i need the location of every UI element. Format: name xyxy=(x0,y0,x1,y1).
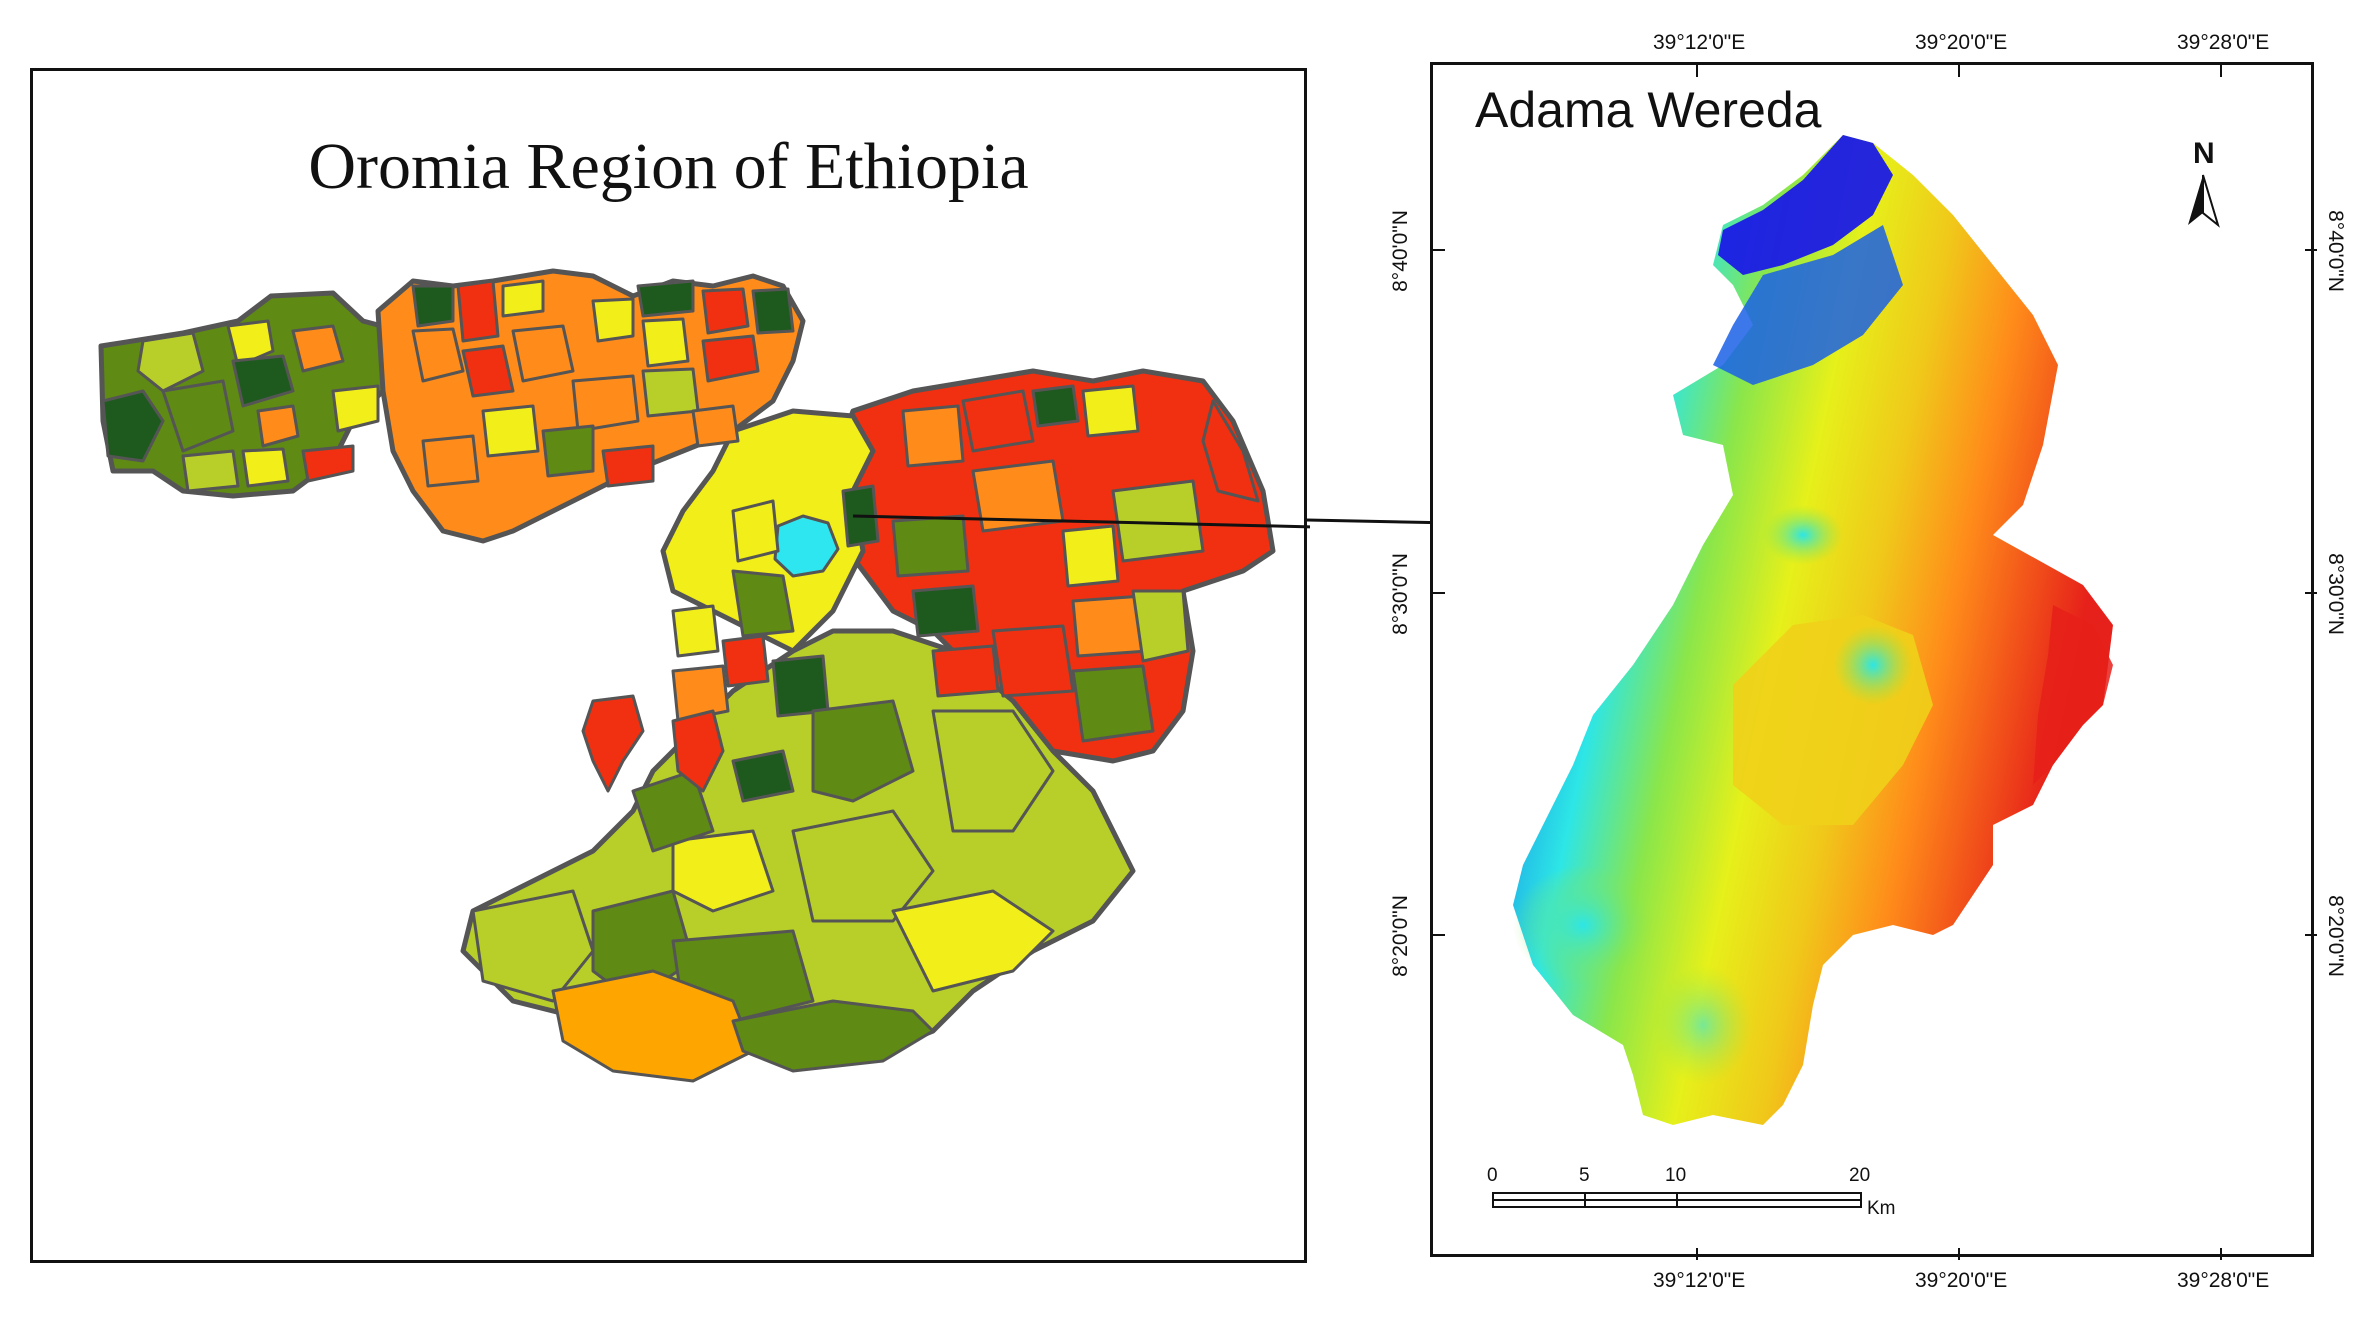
oromia-map-title: Oromia Region of Ethiopia xyxy=(308,130,1029,203)
top-tick-label-2: 39°20'0"E xyxy=(1915,31,2008,54)
scale-bar xyxy=(1492,1192,1862,1208)
bottom-tick-label-2: 39°20'0"E xyxy=(1915,1269,2008,1292)
pointer-arrow-line xyxy=(852,514,1310,529)
left-tick-label-1: 8°40'0"N xyxy=(1389,210,1412,292)
adama-elevation-map xyxy=(1433,65,2317,1260)
oromia-districts-map xyxy=(98,268,1310,1083)
top-tick-label-1: 39°12'0"E xyxy=(1653,31,1746,54)
bottom-tick-label-3: 39°28'0"E xyxy=(2177,1269,2270,1292)
right-tick-label-2: 8°30'0"N xyxy=(2324,553,2347,635)
right-tick-label-1: 8°40'0"N xyxy=(2324,210,2347,292)
scale-label-10: 10 xyxy=(1665,1165,1687,1186)
adama-wereda-highlight xyxy=(773,514,840,578)
oromia-map-panel: Oromia Region of Ethiopia xyxy=(30,68,1310,1263)
scale-label-5: 5 xyxy=(1579,1165,1590,1186)
top-tick-label-3: 39°28'0"E xyxy=(2177,31,2270,54)
right-tick-label-3: 8°20'0"N xyxy=(2324,895,2347,977)
north-label: N xyxy=(2193,137,2215,170)
left-tick-label-2: 8°30'0"N xyxy=(1389,553,1412,635)
district-region-east xyxy=(820,368,1276,764)
adama-map-title: Adama Wereda xyxy=(1475,82,1822,138)
left-tick-label-3: 8°20'0"N xyxy=(1389,895,1412,977)
scale-label-20: 20 xyxy=(1849,1165,1871,1186)
scale-label-0: 0 xyxy=(1487,1165,1498,1186)
bottom-tick-label-1: 39°12'0"E xyxy=(1653,1269,1746,1292)
scale-unit: Km xyxy=(1867,1198,1896,1219)
adama-wereda-map-panel: Adama Wereda xyxy=(1389,31,2347,1292)
north-arrow-icon xyxy=(2188,174,2220,228)
